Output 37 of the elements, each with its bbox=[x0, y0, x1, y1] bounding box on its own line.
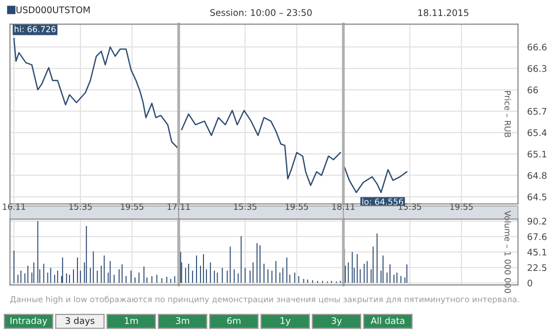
category-label: 1m bbox=[124, 317, 138, 324]
x-tick-label: 19:55 bbox=[450, 204, 473, 210]
category-label: Intraday bbox=[10, 317, 48, 326]
y-tick-label: 90.2 bbox=[528, 218, 546, 225]
legend-label: USD000UTSTOM bbox=[16, 6, 90, 14]
text: Данные high и low отображаются по принципу демонстрации значения цены закрытия для пятиминутного интервала. bbox=[10, 296, 519, 304]
chart-title: Session: 10:00 – 23:50 bbox=[210, 8, 312, 16]
x-tick-label: 19:55 bbox=[120, 204, 144, 210]
y-tick-label: 65.1 bbox=[528, 150, 546, 158]
x-tick-label: 16.11 bbox=[2, 204, 26, 210]
y-tick-label: 64.8 bbox=[528, 172, 546, 179]
annotation: hi: 66.726 bbox=[14, 26, 56, 32]
x-tick-label: 15:35 bbox=[69, 204, 92, 210]
text: 18.11.2015 bbox=[418, 9, 468, 16]
y-tick-label: 65.7 bbox=[528, 108, 546, 115]
y-tick-label: 66.6 bbox=[528, 44, 547, 51]
y-axis-title: Price – RUB bbox=[504, 91, 511, 138]
x-tick-label: 19:55 bbox=[286, 204, 308, 210]
x-tick-label: 17.11 bbox=[168, 204, 190, 210]
y-tick-label: 65.4 bbox=[528, 129, 547, 136]
category-label: 1y bbox=[280, 317, 290, 326]
y-tick-label: 66 bbox=[528, 86, 538, 94]
x-tick-label: 15:35 bbox=[234, 204, 256, 210]
y-tick-label: 22.5 bbox=[528, 264, 546, 272]
y-tick-label: 45.1 bbox=[527, 248, 546, 256]
category-label: 3 days bbox=[66, 317, 94, 326]
x-tick-label: 18.11 bbox=[332, 204, 355, 210]
category-label: 3y bbox=[332, 317, 342, 326]
annotation: lo: 64.556 bbox=[362, 198, 404, 205]
category-label: 6m bbox=[227, 317, 240, 324]
y-tick-label: 67.6 bbox=[528, 233, 547, 240]
x-tick-label: 15:35 bbox=[398, 204, 422, 210]
y-tick-label: 66.3 bbox=[528, 65, 546, 72]
category-label: All data bbox=[370, 317, 404, 324]
y-tick-label: 0 bbox=[528, 280, 532, 286]
category-label: 3m bbox=[176, 317, 190, 324]
y-tick-label: 64.5 bbox=[528, 193, 546, 200]
